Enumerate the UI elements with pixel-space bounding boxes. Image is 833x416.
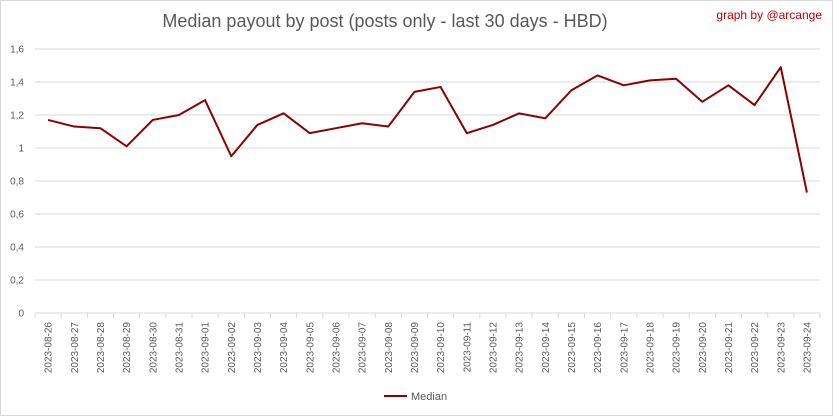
data-point <box>335 127 337 129</box>
data-point <box>47 119 49 121</box>
x-tick-label: 2023-09-14 <box>541 322 552 374</box>
series-layer <box>47 66 808 193</box>
data-point <box>309 132 311 134</box>
data-point <box>283 112 285 114</box>
x-tick-label: 2023-08-29 <box>122 322 133 374</box>
series-line-median <box>47 66 808 193</box>
data-point <box>570 89 572 91</box>
x-axis: 2023-08-26 2023-08-27 2023-08-28 2023-08-29… <box>44 322 814 374</box>
y-tick-label: 0 <box>18 309 24 320</box>
x-tick-label: 2023-09-03 <box>253 322 264 374</box>
x-tick-label: 2023-09-23 <box>776 322 787 374</box>
x-tick-label: 2023-08-27 <box>70 322 81 374</box>
data-point <box>492 124 494 126</box>
data-point <box>413 91 415 93</box>
x-tick-label: 2023-09-05 <box>305 322 316 374</box>
x-tick-label: 2023-09-07 <box>358 322 369 374</box>
x-tick-label: 2023-09-18 <box>645 322 656 374</box>
data-point <box>675 78 677 80</box>
y-tick-label: 1,4 <box>10 78 24 89</box>
x-tick-label: 2023-09-02 <box>227 322 238 374</box>
data-point <box>649 79 651 81</box>
x-tick-label: 2023-09-22 <box>750 322 761 374</box>
data-point <box>754 104 756 106</box>
data-point <box>806 192 808 194</box>
data-point <box>466 132 468 134</box>
data-point <box>230 155 232 157</box>
data-point <box>361 122 363 124</box>
data-point <box>256 124 258 126</box>
x-tick-label: 2023-09-12 <box>488 322 499 374</box>
x-tick-label: 2023-08-26 <box>44 322 55 374</box>
data-point <box>152 119 154 121</box>
x-tick-label: 2023-09-01 <box>201 322 212 374</box>
x-tick-label: 2023-09-04 <box>279 322 290 374</box>
legend: Median <box>384 391 447 403</box>
data-point <box>701 101 703 103</box>
x-tick-label: 2023-09-15 <box>567 322 578 374</box>
y-axis: 0 0,2 0,4 0,6 0,8 1 1,2 1,4 1,6 <box>10 45 24 320</box>
x-tick-label: 2023-09-06 <box>331 322 342 374</box>
x-tick-label: 2023-09-09 <box>410 322 421 374</box>
y-tick-label: 0,2 <box>10 276 24 287</box>
x-tick-label: 2023-08-28 <box>96 322 107 374</box>
data-point <box>99 127 101 129</box>
chart-title: Median payout by post (posts only - last… <box>162 11 608 31</box>
data-point <box>544 117 546 119</box>
data-point <box>727 84 729 86</box>
y-tick-label: 0,6 <box>10 210 24 221</box>
y-tick-label: 1,6 <box>10 45 24 56</box>
x-tick-label: 2023-08-31 <box>174 322 185 374</box>
credit-label: graph by @arcange <box>716 8 822 22</box>
x-tick-label: 2023-09-10 <box>436 322 447 374</box>
x-tick-label: 2023-09-13 <box>515 322 526 374</box>
data-point <box>780 66 782 68</box>
legend-label: Median <box>411 391 447 403</box>
x-tick-label: 2023-08-30 <box>148 322 159 374</box>
data-point <box>518 112 520 114</box>
x-tick-label: 2023-09-16 <box>593 322 604 374</box>
data-point <box>597 74 599 76</box>
data-point <box>623 84 625 86</box>
data-point <box>73 126 75 128</box>
data-point <box>126 145 128 147</box>
x-tick-label: 2023-09-24 <box>802 322 813 374</box>
x-tick-label: 2023-09-08 <box>384 322 395 374</box>
y-tick-label: 1 <box>18 144 24 155</box>
x-tick-label: 2023-09-17 <box>619 322 630 374</box>
y-tick-label: 1,2 <box>10 111 24 122</box>
gridlines <box>34 48 821 318</box>
x-tick-label: 2023-09-19 <box>672 322 683 374</box>
y-tick-label: 0,4 <box>10 243 24 254</box>
data-point <box>204 99 206 101</box>
y-tick-label: 0,8 <box>10 177 24 188</box>
x-tick-label: 2023-09-21 <box>724 322 735 374</box>
x-tick-label: 2023-09-20 <box>698 322 709 374</box>
data-point <box>440 86 442 88</box>
data-point <box>178 114 180 116</box>
data-point <box>387 126 389 128</box>
x-tick-label: 2023-09-11 <box>462 322 473 373</box>
